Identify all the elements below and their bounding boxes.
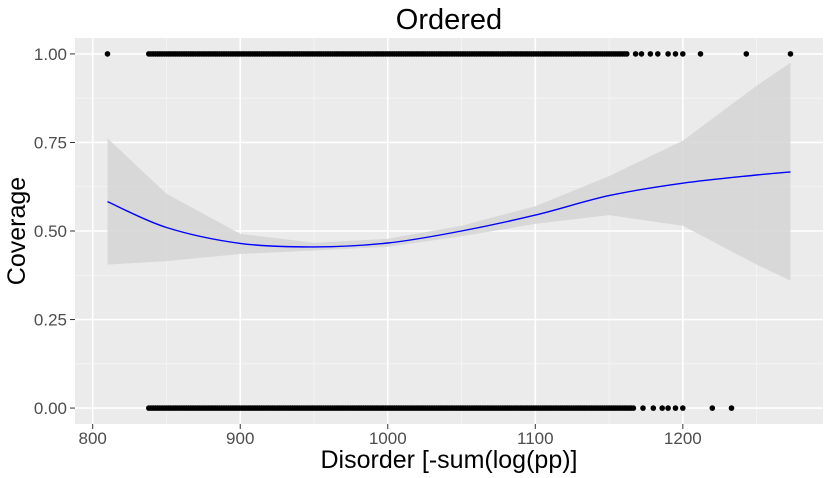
data-point — [640, 405, 646, 411]
data-point — [655, 51, 661, 57]
y-tick-label: 0.00 — [34, 399, 67, 418]
x-axis-label: Disorder [-sum(log(pp)] — [320, 446, 577, 474]
data-point — [743, 51, 750, 57]
x-axis: 800 900 1000 1100 1200 — [79, 424, 702, 448]
chart-title: Ordered — [396, 4, 502, 36]
confidence-band — [107, 62, 791, 281]
y-tick-label: 0.25 — [34, 311, 67, 330]
data-point — [787, 51, 794, 57]
data-point — [672, 51, 679, 57]
data-point — [709, 405, 716, 411]
data-point — [659, 405, 665, 411]
data-point — [672, 405, 679, 411]
smooth-fit-line — [107, 171, 791, 248]
y-axis-label: Coverage — [3, 177, 31, 285]
y-tick-label: 1.00 — [34, 45, 67, 64]
y-tick-label: 0.75 — [34, 133, 67, 152]
y-axis: 0.00 0.25 0.50 0.75 1.00 — [34, 45, 75, 418]
data-point — [632, 51, 639, 57]
x-tick-label: 800 — [79, 429, 107, 448]
data-point — [665, 51, 671, 57]
x-tick-label: 900 — [226, 429, 254, 448]
data-point — [697, 51, 704, 57]
x-tick-label: 1000 — [369, 429, 407, 448]
y-tick-label: 0.50 — [34, 222, 67, 241]
data-point — [728, 405, 735, 411]
data-point — [104, 51, 111, 57]
data-point — [680, 405, 686, 411]
data-point — [665, 405, 671, 411]
data-point — [680, 51, 686, 57]
data-point — [630, 405, 637, 411]
data-point — [624, 51, 630, 57]
x-tick-label: 1100 — [517, 429, 554, 448]
data-points — [104, 51, 794, 411]
data-point — [638, 51, 645, 57]
data-point — [650, 405, 657, 411]
x-tick-label: 1200 — [664, 429, 702, 448]
data-point — [647, 51, 654, 57]
